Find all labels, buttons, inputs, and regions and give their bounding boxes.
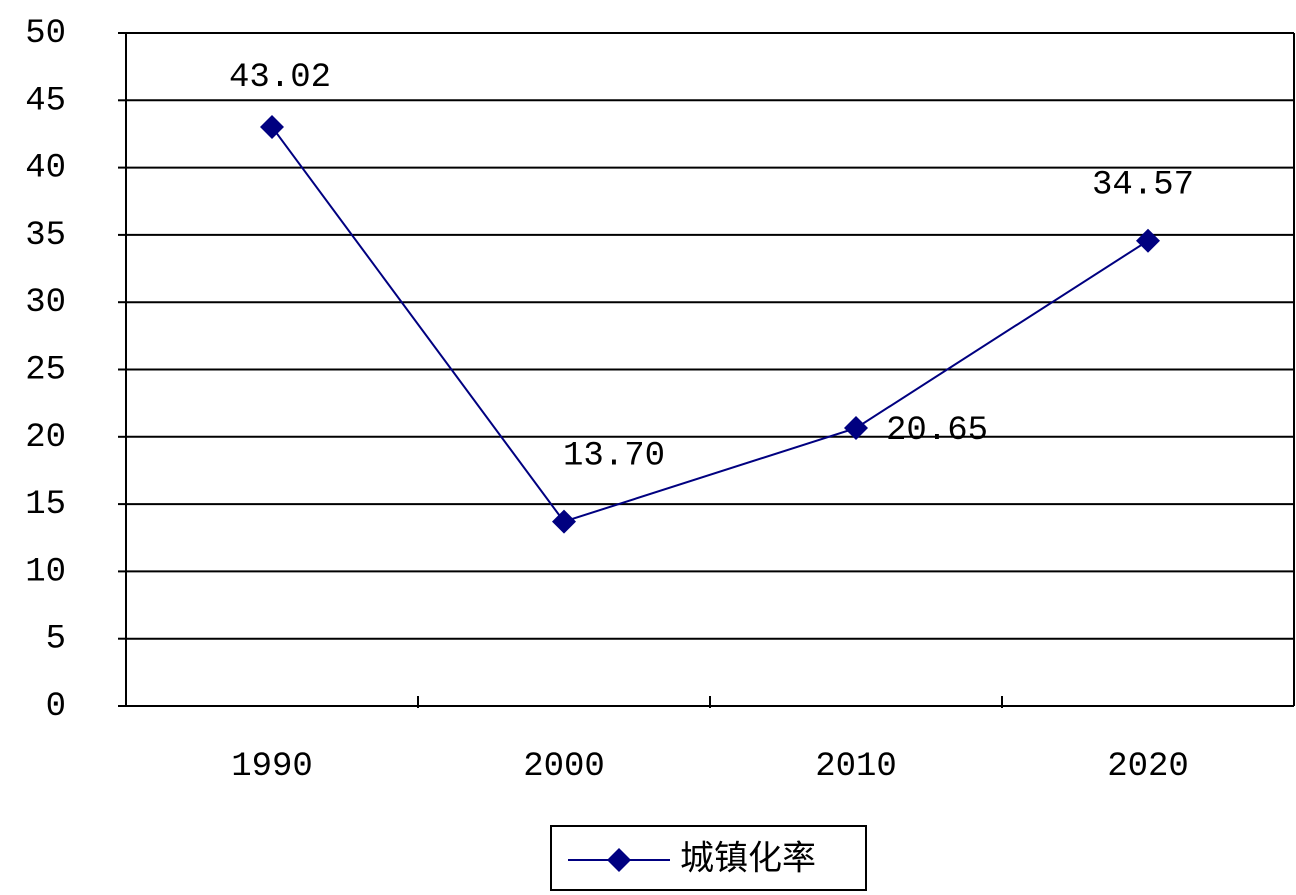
legend-text: 城镇化率: [680, 839, 816, 879]
y-tick-label: 35: [25, 217, 66, 255]
y-tick-label: 20: [25, 419, 66, 457]
y-tick-label: 15: [25, 486, 66, 524]
y-tick-label: 10: [25, 553, 66, 591]
series-line: [271, 126, 1149, 523]
data-label: 43.02: [229, 59, 331, 97]
data-label: 20.65: [886, 412, 988, 450]
y-tick-label: 0: [46, 688, 66, 726]
x-tick-label: 1990: [231, 748, 313, 786]
y-tick-label: 5: [46, 621, 66, 659]
point-marker: [260, 114, 284, 139]
data-label: 34.57: [1092, 167, 1194, 205]
y-tick-label: 45: [25, 82, 66, 120]
x-tick-label: 2020: [1107, 748, 1189, 786]
y-tick-label: 25: [25, 351, 66, 389]
point-marker: [552, 509, 576, 534]
point-marker: [844, 416, 868, 441]
y-tick-label: 50: [25, 15, 66, 53]
legend-box: [550, 825, 867, 891]
data-label: 13.70: [563, 438, 665, 476]
point-marker: [1136, 228, 1160, 253]
y-tick-label: 30: [25, 284, 66, 322]
x-tick-label: 2010: [815, 748, 897, 786]
legend-marker: [607, 848, 631, 872]
x-tick-label: 2000: [523, 748, 605, 786]
y-tick-label: 40: [25, 150, 66, 188]
